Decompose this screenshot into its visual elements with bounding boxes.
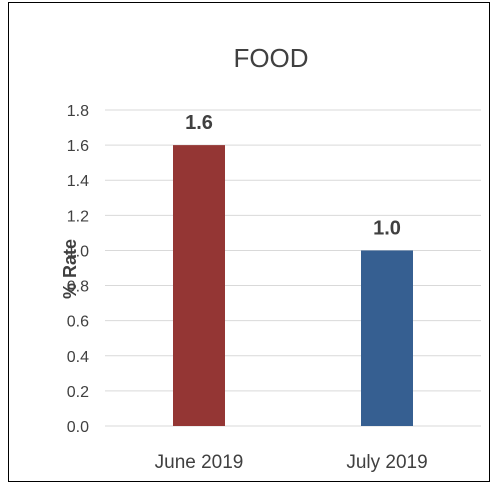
bar (361, 250, 413, 426)
y-tick-label: 0.0 (67, 419, 89, 436)
bar (173, 145, 225, 426)
data-label: 1.0 (373, 217, 401, 239)
gridlines (105, 109, 481, 427)
x-category-label: July 2019 (346, 452, 427, 473)
y-tick-label: 0.4 (67, 349, 89, 366)
y-tick-label: 1.0 (67, 243, 89, 260)
bars (173, 145, 413, 426)
y-tick-label: 0.8 (67, 279, 89, 296)
data-label: 1.6 (185, 112, 213, 134)
chart-title: FOOD (233, 43, 308, 73)
y-tick-label: 1.8 (67, 103, 89, 120)
x-category-label: June 2019 (155, 452, 244, 473)
bar-chart: 0.0 0.2 0.4 0.6 0.8 1.0 1.2 1.4 1.6 1.8 1.6 June 20… (60, 43, 481, 473)
y-tick-label: 0.6 (67, 314, 89, 331)
y-tick-label: 1.4 (67, 173, 89, 190)
y-tick-label: 1.2 (67, 208, 89, 225)
y-axis-label: % Rate (60, 239, 80, 299)
chart-frame: 0.0 0.2 0.4 0.6 0.8 1.0 1.2 1.4 1.6 1.8 1.6 June 20… (8, 2, 490, 482)
labels: 0.0 0.2 0.4 0.6 0.8 1.0 1.2 1.4 1.6 1.8 1.6 June 20… (67, 103, 428, 473)
y-tick-label: 0.2 (67, 384, 89, 401)
y-tick-label: 1.6 (67, 138, 89, 155)
